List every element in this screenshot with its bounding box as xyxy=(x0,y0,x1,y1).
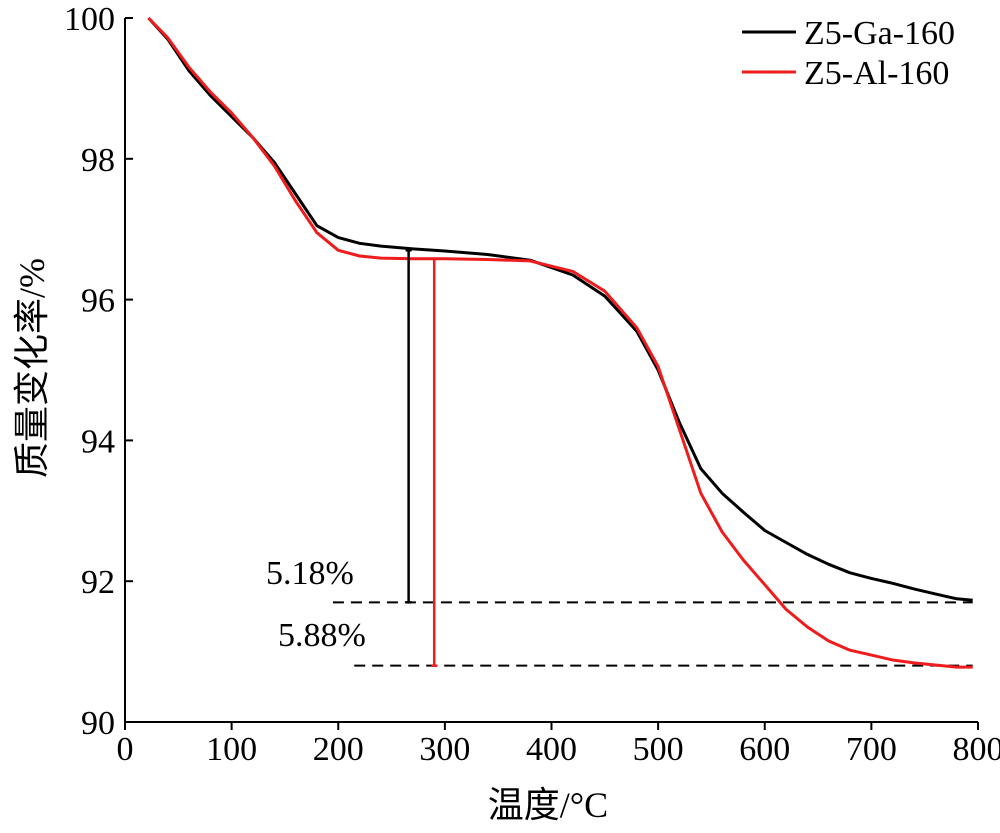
x-tick-label: 100 xyxy=(206,731,257,768)
x-tick-label: 0 xyxy=(117,731,134,768)
series-lines xyxy=(147,16,973,669)
x-axis-label: 温度/°C xyxy=(488,785,608,825)
x-tick-label: 400 xyxy=(526,731,577,768)
y-axis-label: 质量变化率/% xyxy=(12,258,52,478)
series-line-1 xyxy=(147,16,973,602)
annotation-label: 5.88% xyxy=(278,617,366,654)
y-tick-label: 92 xyxy=(81,564,115,601)
axes: 0 100 200 300 400 500 600 700 800 90 92 94 96 98 100 xyxy=(64,1,1000,768)
x-tick-label: 700 xyxy=(846,731,897,768)
legend-label: Z5-Ga-160 xyxy=(804,15,955,52)
legend-label: Z5-Al-160 xyxy=(804,55,949,92)
y-tick-label: 100 xyxy=(64,1,115,38)
y-tick-label: 98 xyxy=(81,142,115,179)
x-tick-label: 200 xyxy=(313,731,364,768)
reference-lines xyxy=(332,601,973,667)
x-tick-label: 600 xyxy=(739,731,790,768)
y-tick-label: 96 xyxy=(81,283,115,320)
series-line-2 xyxy=(147,16,973,669)
annotation-label: 5.18% xyxy=(266,555,354,592)
y-tick-label: 90 xyxy=(81,705,115,742)
annotations: 5.18% 5.88% xyxy=(266,249,438,667)
x-tick-label: 500 xyxy=(633,731,684,768)
x-tick-label: 800 xyxy=(953,731,1000,768)
y-tick-label: 94 xyxy=(81,423,115,460)
x-tick-label: 300 xyxy=(419,731,470,768)
